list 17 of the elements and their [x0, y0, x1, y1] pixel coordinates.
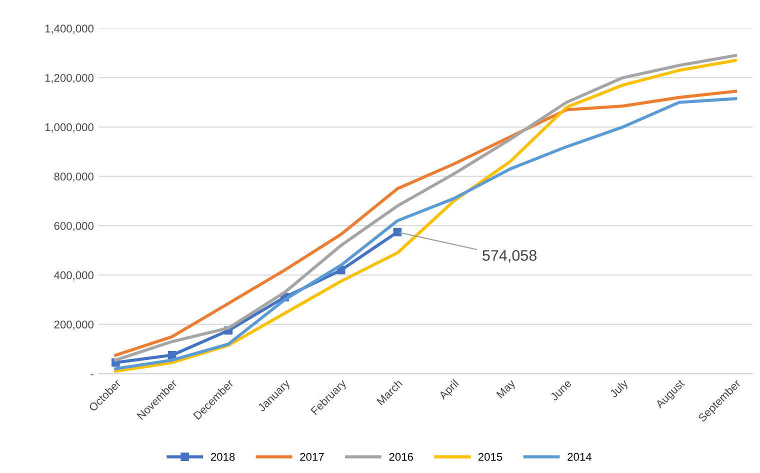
legend-label: 2017: [300, 452, 324, 461]
y-tick-label: 800,000: [54, 172, 94, 182]
legend-label: 2018: [210, 452, 235, 461]
y-tick-label: 400,000: [54, 271, 94, 280]
legend-label: 2015: [478, 452, 502, 461]
point: [393, 228, 402, 236]
y-tick-label: -: [90, 374, 94, 376]
legend-label: 2014: [568, 452, 592, 461]
y-tick-label: 200,000: [54, 320, 94, 330]
y-tick-label: 1,000,000: [45, 123, 94, 132]
y-tick-label: 1,200,000: [45, 74, 94, 84]
annotation: 574,058: [482, 250, 537, 263]
x-tick-label: May: [496, 378, 518, 400]
legend-label: 2016: [389, 452, 413, 461]
x-tick-label: July: [608, 378, 630, 400]
y-tick-label: 600,000: [54, 222, 94, 232]
y-tick-label: 1,400,000: [45, 24, 94, 34]
